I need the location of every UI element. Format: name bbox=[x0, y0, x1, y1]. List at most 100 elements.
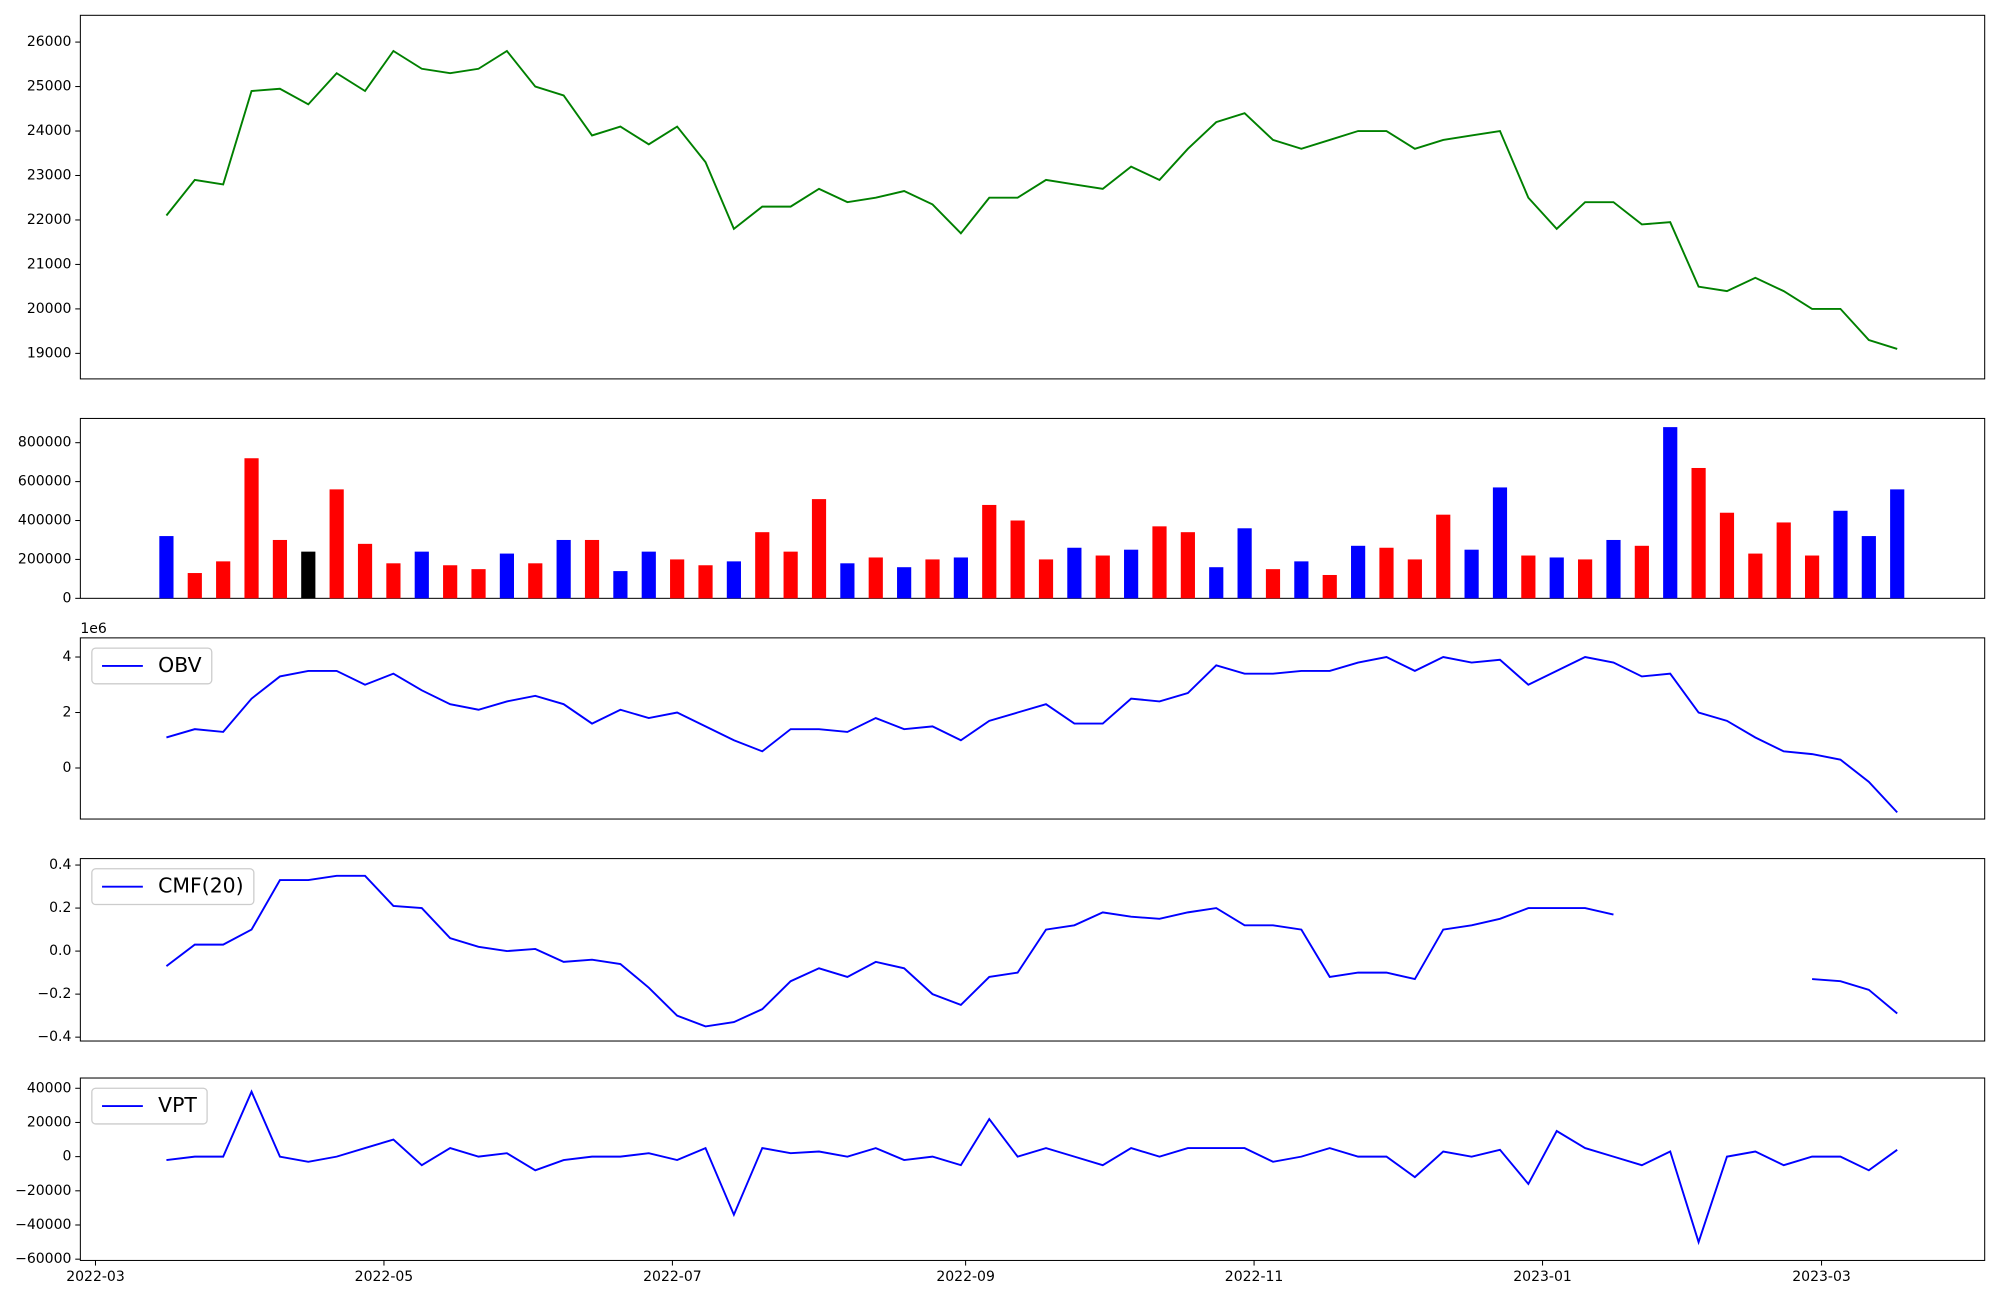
y-tick-label: 25000 bbox=[27, 79, 72, 95]
x-tick-label: 2022-05 bbox=[355, 1269, 414, 1285]
bar bbox=[1209, 567, 1224, 599]
bar bbox=[1180, 532, 1195, 599]
bar bbox=[1067, 547, 1082, 599]
legend-box bbox=[91, 647, 213, 685]
y-tick-label: 0 bbox=[63, 590, 72, 606]
bar bbox=[386, 563, 401, 599]
bar bbox=[1492, 487, 1508, 599]
bar bbox=[1663, 427, 1678, 599]
legend-label: OBV bbox=[158, 653, 201, 677]
y-tick-label: −0.4 bbox=[37, 1029, 71, 1045]
bar bbox=[1606, 539, 1621, 599]
y-tick-label: −0.2 bbox=[37, 986, 71, 1002]
series-line bbox=[166, 1089, 1898, 1246]
plot-frame bbox=[79, 637, 1986, 820]
x-tick-label: 2022-07 bbox=[643, 1269, 702, 1285]
legend-box bbox=[91, 1087, 208, 1125]
bar bbox=[528, 563, 543, 599]
bar bbox=[1322, 574, 1337, 599]
y-tick-label: 0 bbox=[63, 1149, 72, 1165]
y-tick-label: −40000 bbox=[15, 1217, 71, 1233]
bar bbox=[443, 565, 458, 599]
y-tick-label: −60000 bbox=[15, 1251, 71, 1267]
bar bbox=[1578, 559, 1593, 599]
bar bbox=[187, 573, 202, 599]
bar bbox=[1833, 510, 1848, 599]
legend-label: VPT bbox=[158, 1093, 197, 1117]
bar bbox=[1152, 526, 1167, 599]
bar bbox=[1124, 549, 1139, 599]
bar bbox=[357, 543, 373, 599]
bar bbox=[1861, 536, 1876, 599]
bar bbox=[1379, 547, 1394, 599]
bar bbox=[641, 551, 656, 599]
series-line bbox=[165, 874, 1898, 1028]
y-tick-label: 600000 bbox=[18, 474, 72, 490]
bar bbox=[1634, 545, 1649, 599]
y-tick-label: 26000 bbox=[27, 34, 72, 50]
bar bbox=[1691, 467, 1706, 599]
y-tick-label: 20000 bbox=[27, 1114, 72, 1130]
y-tick-label: 19000 bbox=[27, 345, 72, 361]
bar bbox=[1351, 545, 1366, 599]
y-tick-label: 24000 bbox=[27, 123, 72, 139]
bar bbox=[953, 557, 968, 599]
bar bbox=[1804, 555, 1820, 599]
bar bbox=[726, 561, 741, 599]
bar bbox=[216, 561, 231, 599]
offset-text: 1e6 bbox=[80, 621, 107, 637]
bar bbox=[755, 532, 770, 599]
legend: VPT bbox=[91, 1087, 208, 1125]
y-tick-label: 800000 bbox=[18, 435, 72, 451]
bar bbox=[329, 489, 344, 599]
y-tick-label: 0.2 bbox=[49, 900, 71, 916]
y-tick-label: 4 bbox=[63, 649, 72, 665]
x-tick-label: 2023-01 bbox=[1513, 1269, 1572, 1285]
y-tick-label: 400000 bbox=[18, 513, 72, 529]
legend: OBV bbox=[91, 647, 213, 685]
legend: CMF(20) bbox=[91, 868, 255, 906]
bar bbox=[1549, 557, 1564, 599]
bar bbox=[499, 553, 514, 599]
bar bbox=[1890, 489, 1905, 599]
bar bbox=[840, 563, 855, 599]
bar bbox=[556, 539, 571, 599]
x-tick-label: 2022-11 bbox=[1225, 1269, 1284, 1285]
bar bbox=[897, 567, 912, 599]
bar bbox=[1038, 559, 1054, 599]
y-tick-label: 200000 bbox=[18, 551, 72, 567]
bar bbox=[783, 551, 798, 599]
bar bbox=[414, 551, 429, 599]
bar bbox=[982, 504, 997, 599]
plot-frame bbox=[79, 858, 1986, 1042]
y-tick-label: 0.4 bbox=[49, 857, 71, 873]
series-line bbox=[166, 656, 1898, 814]
legend-label: CMF(20) bbox=[158, 874, 243, 898]
bar bbox=[244, 458, 259, 599]
bar bbox=[811, 499, 827, 599]
bar bbox=[1095, 555, 1110, 599]
x-tick-label: 2022-09 bbox=[936, 1269, 995, 1285]
bar bbox=[1010, 520, 1025, 599]
y-tick-label: 40000 bbox=[27, 1080, 72, 1096]
bar bbox=[159, 536, 174, 599]
y-tick-label: 22000 bbox=[27, 212, 72, 228]
legend-box bbox=[91, 868, 255, 906]
y-tick-label: 23000 bbox=[27, 167, 72, 183]
bar bbox=[1294, 561, 1309, 599]
bar bbox=[670, 559, 685, 599]
bar bbox=[1521, 555, 1536, 599]
bar bbox=[925, 559, 940, 599]
bar bbox=[1719, 512, 1735, 599]
bar bbox=[698, 565, 713, 599]
bar bbox=[1436, 514, 1451, 599]
x-tick-label: 2023-03 bbox=[1792, 1269, 1851, 1285]
bar bbox=[613, 571, 628, 599]
bar bbox=[1776, 522, 1791, 599]
plot-frame bbox=[79, 1077, 1986, 1261]
bar bbox=[584, 539, 600, 599]
bar bbox=[471, 569, 486, 599]
plot-frame bbox=[79, 14, 1986, 380]
bar bbox=[1265, 569, 1281, 599]
